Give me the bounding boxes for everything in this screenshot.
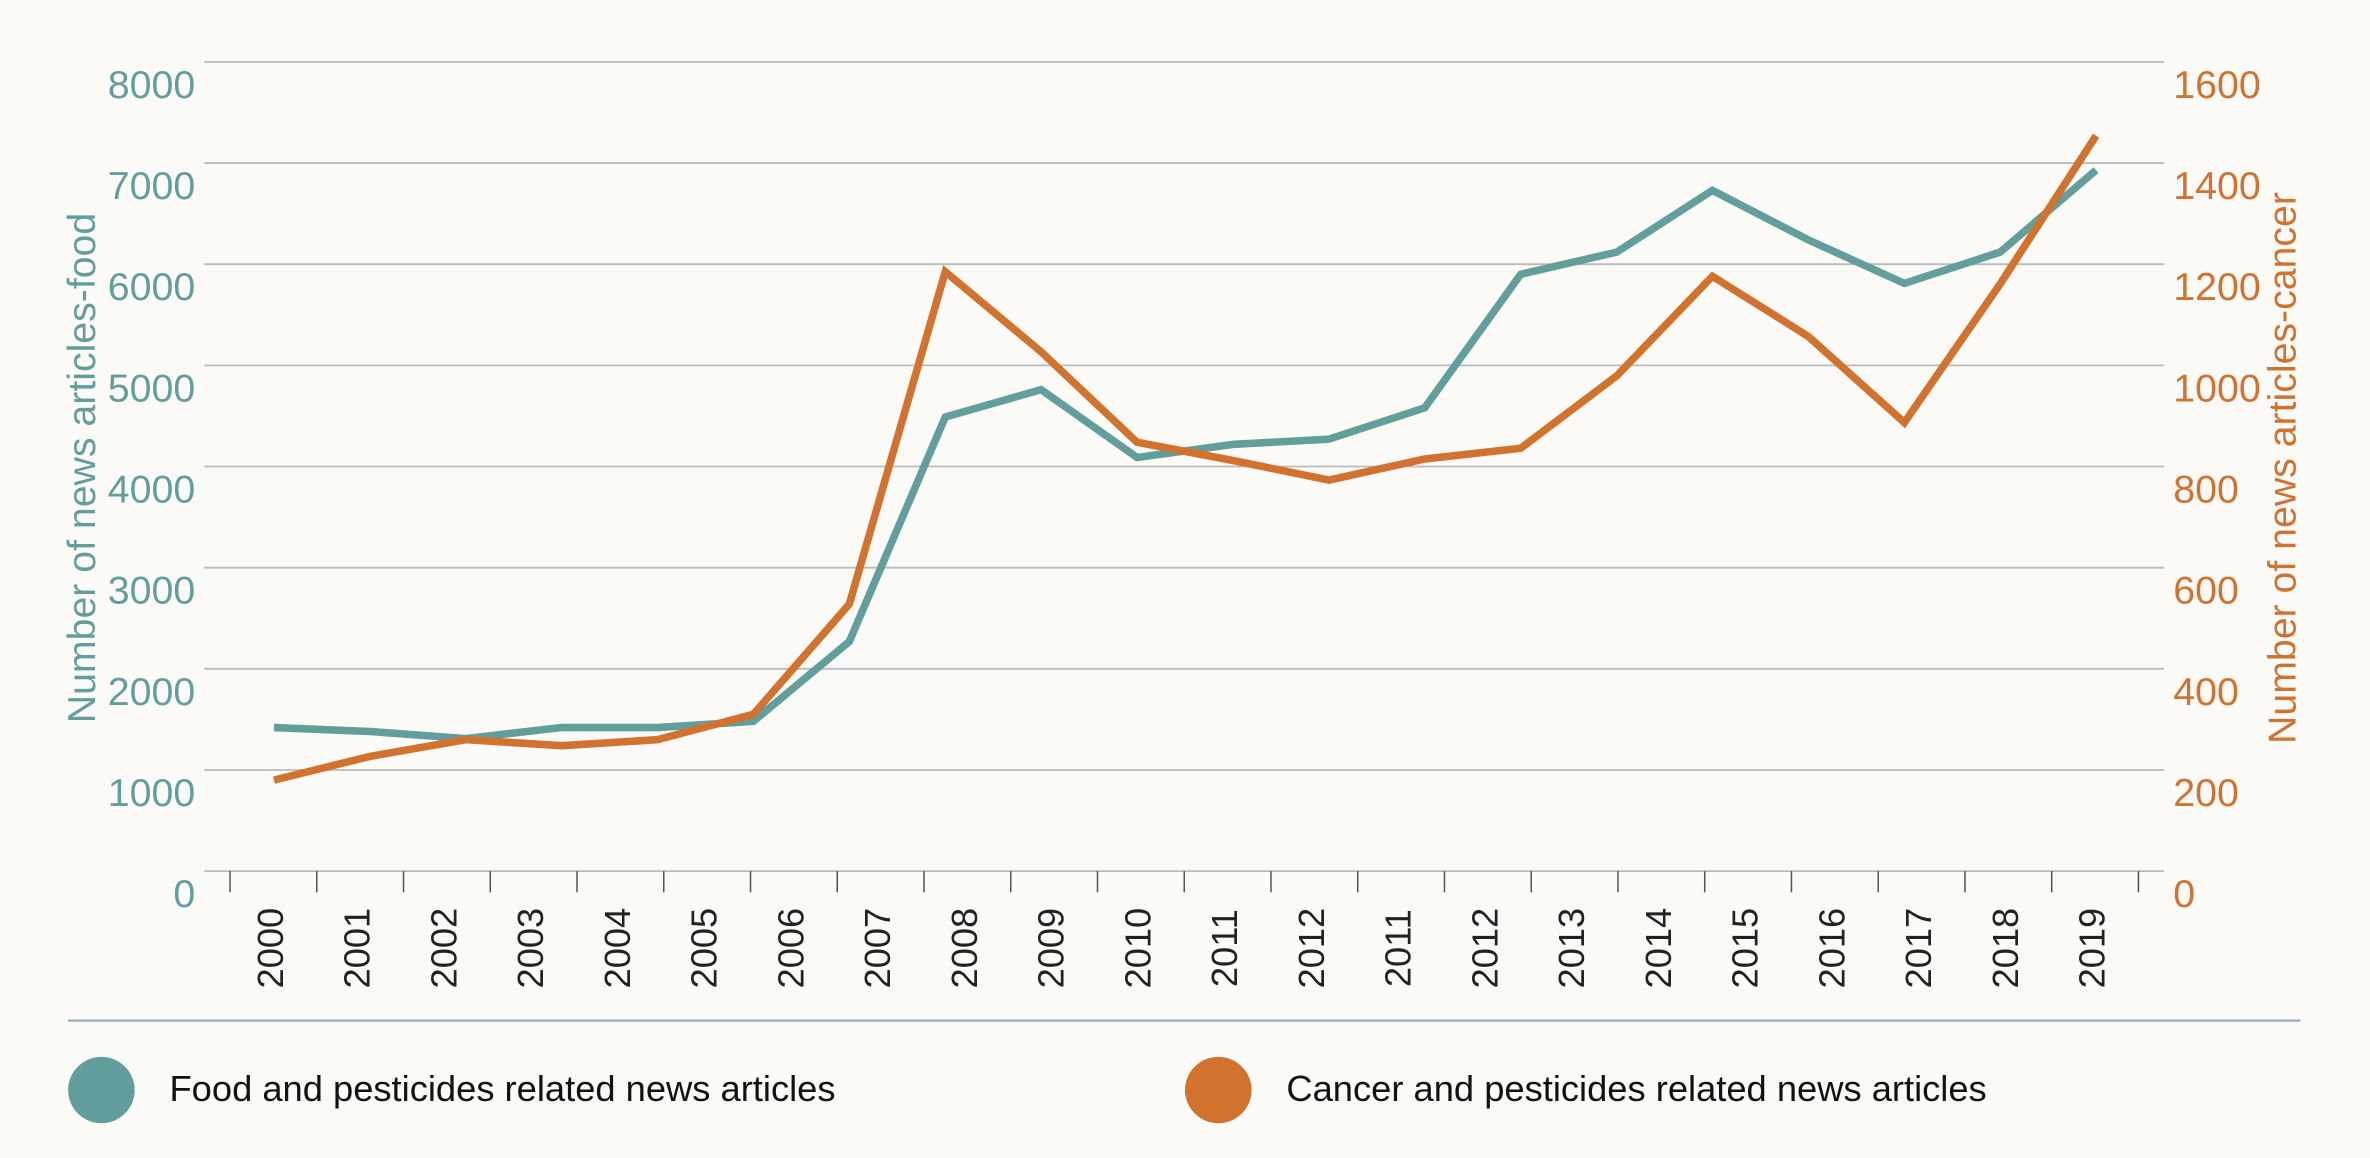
x-tick-label: 2003 (510, 908, 551, 989)
legend: Food and pesticides related news article… (68, 1056, 1987, 1124)
y2-tick-label: 800 (2173, 468, 2239, 512)
y2-tick-label: 1600 (2173, 63, 2261, 107)
x-tick-label: 2013 (1551, 908, 1592, 989)
line-series (273, 133, 2100, 784)
x-tick-label: 2018 (1985, 908, 2026, 989)
x-tick-label: 2016 (1811, 908, 1852, 989)
x-tick-label: 2001 (337, 908, 378, 989)
x-tick-label: 2012 (1464, 908, 1505, 989)
y-axis-title: Number of news articles-food (60, 213, 104, 723)
y-tick-label: 3000 (108, 569, 196, 613)
legend-label: Cancer and pesticides related news artic… (1286, 1068, 1986, 1109)
x-tick-label: 2002 (423, 908, 464, 989)
x-tick-label: 2007 (857, 908, 898, 989)
x-tick-label: 2017 (1898, 908, 1939, 989)
y-tick-label: 4000 (108, 468, 196, 512)
y2-tick-label: 0 (2173, 872, 2195, 916)
y-tick-label: 0 (173, 872, 195, 916)
x-tick-label: 2009 (1031, 908, 1072, 989)
legend-marker (1185, 1056, 1252, 1124)
x-tick-label: 2010 (1117, 908, 1158, 989)
y-tick-label: 5000 (108, 366, 196, 410)
y-tick-label: 7000 (108, 164, 196, 208)
y2-tick-label: 1200 (2173, 265, 2261, 309)
legend-label: Food and pesticides related news article… (170, 1068, 836, 1109)
x-tick-label: 2004 (597, 908, 638, 989)
y2-tick-label: 1400 (2173, 164, 2261, 208)
y-tick-label: 6000 (108, 265, 196, 309)
x-tick-label: 2012 (1291, 908, 1332, 989)
x-tick-label: 2008 (944, 908, 985, 989)
y-tick-label: 1000 (108, 771, 196, 815)
legend-marker (68, 1056, 135, 1124)
x-tick-label: 2015 (1725, 908, 1766, 989)
y2-tick-label: 600 (2173, 569, 2239, 613)
y2-tick-label: 200 (2173, 771, 2239, 815)
x-tick-label: 2011 (1378, 909, 1419, 987)
x-tick-label: 2006 (770, 908, 811, 989)
x-tick-label: 2005 (684, 908, 725, 989)
x-tick-label: 2019 (2072, 908, 2113, 989)
x-tick-label: 2000 (250, 908, 291, 989)
y2-tick-label: 400 (2173, 670, 2239, 714)
y2-tick-label: 1000 (2173, 366, 2261, 410)
x-tick-label: 2011 (1204, 909, 1245, 987)
y-tick-label: 2000 (108, 670, 196, 714)
x-tick-label: 2014 (1638, 908, 1679, 989)
y2-axis-title: Number of news articles-cancer (2261, 192, 2305, 744)
y-tick-label: 8000 (108, 63, 196, 107)
